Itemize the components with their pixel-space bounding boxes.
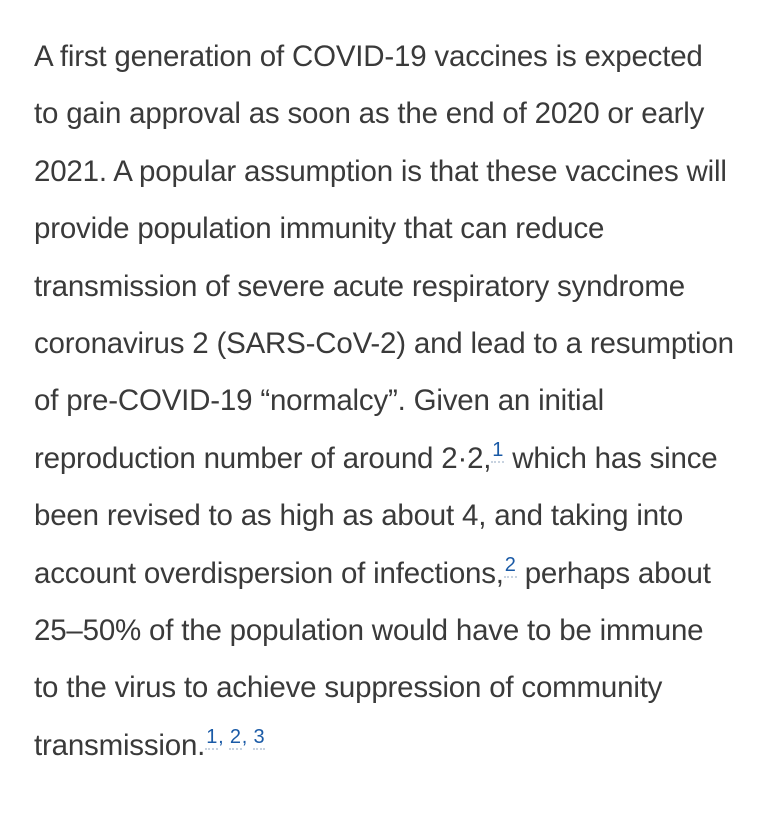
reference-link-5[interactable]: 3 xyxy=(252,725,266,750)
paragraph-text-1: A first generation of COVID-19 vaccines … xyxy=(34,40,734,475)
paragraph-text-3: perhaps about 25–50% of the population w… xyxy=(34,556,711,762)
reference-link-3[interactable]: 1 xyxy=(205,725,219,750)
reference-separator: , xyxy=(241,725,253,748)
reference-link-1[interactable]: 1 xyxy=(491,438,505,463)
paragraph-text-2: which has since been revised to as high … xyxy=(34,441,718,590)
article-paragraph: A first generation of COVID-19 vaccines … xyxy=(34,28,734,774)
reference-separator: , xyxy=(218,725,229,748)
reference-link-2[interactable]: 2 xyxy=(503,553,517,578)
reference-link-4[interactable]: 2 xyxy=(228,725,242,750)
